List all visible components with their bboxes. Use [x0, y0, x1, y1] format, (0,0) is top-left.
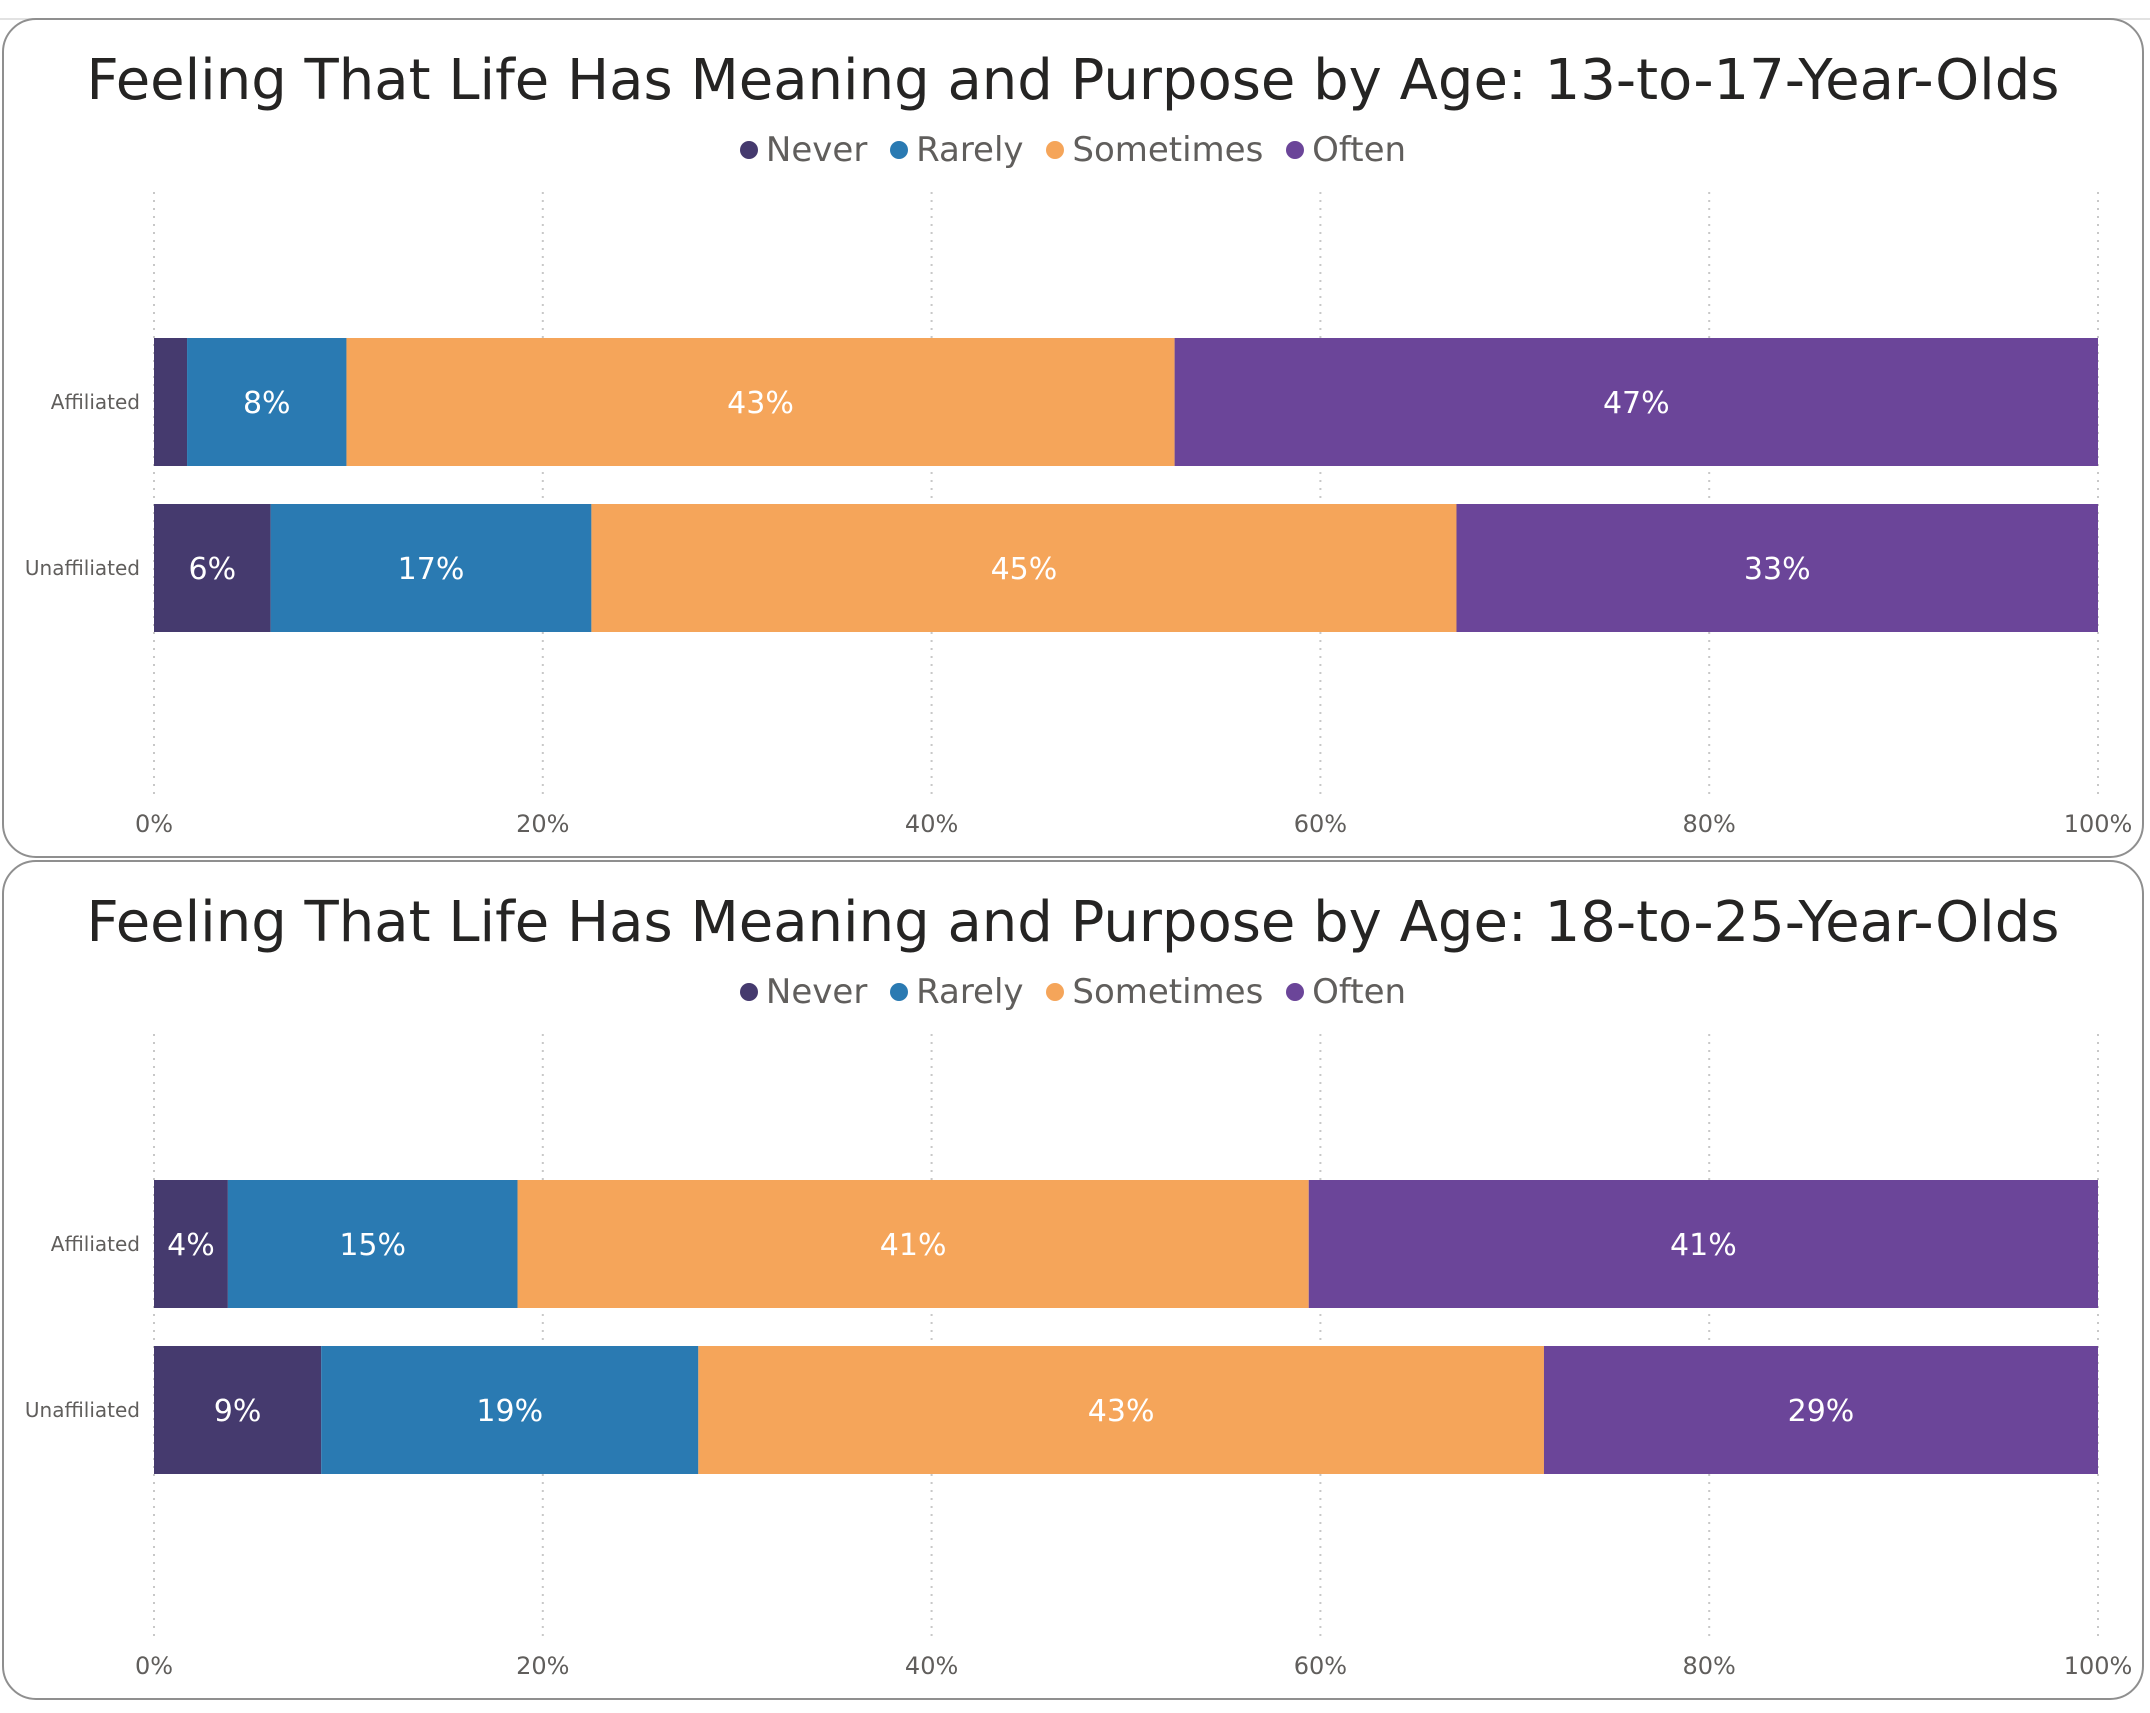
legend-dot-icon	[1046, 141, 1065, 159]
data-label: 45%	[991, 552, 1058, 587]
y-category-label: Unaffiliated	[25, 1398, 140, 1422]
top-divider	[0, 0, 2150, 20]
chart-legend: Never Rarely Sometimes Often	[4, 972, 2142, 1012]
stacked-bar-plot: 0% 20% 40% 60% 80% 100% Affiliated Unaffiliated…	[25, 192, 2133, 838]
x-tick-label: 100%	[2064, 810, 2133, 838]
data-label: 19%	[476, 1394, 543, 1429]
legend-item-sometimes[interactable]: Sometimes	[1046, 972, 1263, 1012]
legend-item-never[interactable]: Never	[739, 130, 868, 170]
chart-panel-13-17: Feeling That Life Has Meaning and Purpos…	[2, 18, 2144, 858]
stacked-bar-plot: 0% 20% 40% 60% 80% 100% Affiliated Unaffiliated…	[25, 1034, 2133, 1680]
bar-segment-never[interactable]	[154, 338, 188, 466]
legend-item-often[interactable]: Often	[1286, 972, 1406, 1012]
data-label: 41%	[880, 1228, 947, 1263]
data-label: 15%	[339, 1228, 406, 1263]
legend-dot-icon	[1286, 141, 1305, 159]
data-label: 29%	[1788, 1394, 1855, 1429]
bar-segment-sometimes[interactable]	[517, 1180, 1309, 1308]
data-label: 8%	[243, 386, 291, 421]
bar-segment-rarely[interactable]	[321, 1346, 699, 1474]
y-category-label: Affiliated	[51, 1232, 140, 1256]
x-tick-label: 20%	[516, 810, 569, 838]
legend-label: Sometimes	[1072, 972, 1264, 1012]
legend-label: Often	[1312, 972, 1407, 1012]
data-label: 41%	[1670, 1228, 1737, 1263]
x-tick-label: 0%	[135, 810, 173, 838]
bar-segment-often[interactable]	[1456, 504, 2098, 632]
x-tick-label: 40%	[905, 1652, 958, 1680]
x-tick-label: 0%	[135, 1652, 173, 1680]
legend-item-often[interactable]: Often	[1286, 130, 1406, 170]
x-tick-label: 20%	[516, 1652, 569, 1680]
bar-segment-never[interactable]	[154, 1180, 228, 1308]
bar-segment-sometimes[interactable]	[698, 1346, 1544, 1474]
chart-panel-18-25: Feeling That Life Has Meaning and Purpos…	[2, 860, 2144, 1700]
data-label: 17%	[398, 552, 465, 587]
legend-dot-icon	[739, 141, 758, 159]
x-tick-label: 60%	[1294, 1652, 1347, 1680]
bar-segment-often[interactable]	[1543, 1346, 2098, 1474]
y-category-label: Unaffiliated	[25, 556, 140, 580]
legend-label: Rarely	[916, 972, 1024, 1012]
bar-segment-often[interactable]	[1308, 1180, 2098, 1308]
bar-segment-sometimes[interactable]	[591, 504, 1457, 632]
x-tick-label: 60%	[1294, 810, 1347, 838]
legend-label: Sometimes	[1072, 130, 1264, 170]
x-tick-label: 100%	[2064, 1652, 2133, 1680]
data-label: 4%	[167, 1228, 215, 1263]
bar-segment-never[interactable]	[154, 504, 271, 632]
legend-label: Often	[1312, 130, 1407, 170]
bar-segment-rarely[interactable]	[187, 338, 347, 466]
legend-item-sometimes[interactable]: Sometimes	[1046, 130, 1263, 170]
y-category-label: Affiliated	[51, 390, 140, 414]
x-tick-label: 80%	[1683, 810, 1736, 838]
legend-item-never[interactable]: Never	[739, 972, 868, 1012]
data-label: 47%	[1603, 386, 1670, 421]
legend-label: Never	[765, 130, 868, 170]
legend-dot-icon	[890, 141, 909, 159]
legend-dot-icon	[1046, 983, 1065, 1001]
legend-item-rarely[interactable]: Rarely	[890, 972, 1024, 1012]
legend-label: Rarely	[916, 130, 1024, 170]
legend-dot-icon	[890, 983, 909, 1001]
legend-item-rarely[interactable]: Rarely	[890, 130, 1024, 170]
bar-segment-sometimes[interactable]	[346, 338, 1175, 466]
data-label: 33%	[1744, 552, 1811, 587]
chart-title: Feeling That Life Has Meaning and Purpos…	[86, 48, 2060, 113]
bar-segment-rarely[interactable]	[270, 504, 592, 632]
data-label: 43%	[1088, 1394, 1155, 1429]
data-label: 9%	[214, 1394, 262, 1429]
chart-legend: Never Rarely Sometimes Often	[4, 130, 2142, 170]
x-tick-label: 40%	[905, 810, 958, 838]
chart-title: Feeling That Life Has Meaning and Purpos…	[86, 890, 2060, 955]
bar-segment-never[interactable]	[154, 1346, 322, 1474]
data-label: 43%	[727, 386, 794, 421]
bar-segment-often[interactable]	[1174, 338, 2098, 466]
x-tick-label: 80%	[1683, 1652, 1736, 1680]
legend-dot-icon	[739, 983, 758, 1001]
legend-label: Never	[765, 972, 868, 1012]
bar-segment-rarely[interactable]	[227, 1180, 518, 1308]
data-label: 6%	[189, 552, 237, 587]
legend-dot-icon	[1286, 983, 1305, 1001]
